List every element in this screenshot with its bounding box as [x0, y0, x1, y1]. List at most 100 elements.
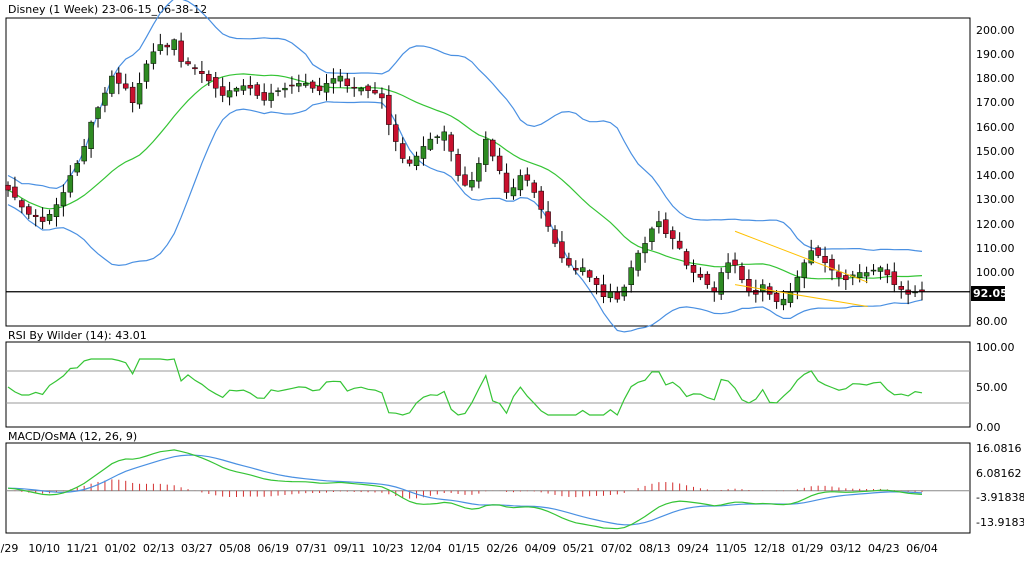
rsi-y-tick: 50.00 [976, 381, 1008, 394]
candle-body [122, 83, 129, 89]
candle-body [226, 90, 233, 98]
x-axis-label: 08/13 [639, 542, 671, 555]
candle-body [462, 174, 468, 186]
candle-body [5, 184, 11, 191]
candle-body [552, 229, 558, 244]
candle-body [212, 77, 219, 89]
wedge-upper-line [734, 230, 868, 283]
x-axis-label: 11/05 [715, 542, 747, 555]
candle-body [330, 78, 337, 84]
candle-body [469, 180, 475, 188]
candle-body [669, 230, 676, 239]
candle-body [351, 86, 357, 89]
candle-body [856, 272, 863, 279]
candle-body [323, 83, 330, 93]
candle-body [129, 86, 136, 104]
candle-body [261, 92, 267, 101]
candle-body [718, 272, 724, 295]
x-axis-labels: 8/29 10/10 11/21 01/02 02/13 03/27 05/08 06/19 0… [0, 542, 938, 555]
x-axis-label: 07/31 [295, 542, 327, 555]
macd-y-tick: 16.0816 [976, 442, 1022, 455]
candle-body [67, 175, 74, 193]
candle-body [60, 192, 67, 207]
candle-body [586, 270, 593, 278]
macd-title: MACD/OsMA (12, 26, 9) [8, 430, 137, 443]
candle-body [46, 214, 53, 221]
x-axis-label: 05/21 [563, 542, 595, 555]
x-axis-label: 12/04 [410, 542, 442, 555]
candle-body [268, 92, 274, 101]
candle-body [524, 174, 531, 181]
x-axis-label: 07/02 [601, 542, 633, 555]
main-panel [5, 17, 971, 327]
candle-body [386, 94, 392, 125]
rsi-line [7, 358, 923, 416]
candle-body [690, 265, 697, 273]
candle-body [503, 172, 510, 193]
last-price-tag [971, 286, 1005, 301]
candle-body [12, 186, 18, 198]
candle-body [150, 51, 157, 64]
candle-body [538, 190, 544, 210]
candle-body [566, 258, 572, 266]
candle-body [545, 211, 551, 227]
candle-body [399, 143, 406, 159]
x-axis-label: 10/23 [372, 542, 404, 555]
candle-body [649, 228, 655, 242]
candle-body [178, 40, 184, 62]
candle-body [240, 85, 247, 91]
main-y-tick: 110.00 [976, 242, 1015, 255]
main-y-tick: 150.00 [976, 145, 1015, 158]
candle-body [39, 216, 46, 222]
candle-body [843, 275, 849, 281]
candle-body [600, 284, 607, 297]
candle-body [185, 61, 191, 65]
x-axis-label: 09/24 [677, 542, 709, 555]
macd-y-tick: -13.9183 [976, 516, 1024, 529]
candle-body [81, 146, 87, 162]
candle-body [102, 92, 108, 106]
x-axis-label: 02/26 [486, 542, 518, 555]
candle-body [489, 139, 496, 157]
x-axis-label: 01/02 [105, 542, 137, 555]
candle-body [379, 93, 385, 99]
candle-body [143, 63, 150, 82]
main-y-tick: 180.00 [976, 72, 1015, 85]
x-axis-label: 01/29 [792, 542, 824, 555]
candle-body [455, 154, 461, 176]
main-y-tick: 100.00 [976, 266, 1015, 279]
candle-body [808, 250, 814, 264]
candle-body [579, 267, 586, 272]
candle-body [275, 90, 281, 92]
x-axis-label: 01/15 [448, 542, 480, 555]
rsi-y-tick: 100.00 [976, 341, 1015, 354]
rsi-y-tick: 0.00 [976, 421, 1001, 434]
main-y-tick: 140.00 [976, 169, 1015, 182]
candle-body [448, 134, 454, 152]
candle-body [628, 267, 634, 286]
x-axis-label: 04/09 [524, 542, 556, 555]
candle-body [877, 267, 884, 272]
candle-body [95, 107, 101, 119]
candle-body [26, 206, 32, 215]
x-axis-label: 10/10 [28, 542, 60, 555]
candle-body [365, 85, 371, 91]
candle-body [683, 251, 690, 266]
candle-body [316, 85, 323, 91]
candle-body [406, 159, 413, 164]
lower-band-line [7, 101, 923, 333]
candle-body [109, 75, 115, 94]
candle-body [780, 298, 787, 306]
candle-body [891, 271, 898, 285]
candle-body [309, 81, 316, 89]
candle-body [870, 269, 877, 272]
candle-body [483, 138, 489, 165]
x-axis-label: 06/19 [257, 542, 289, 555]
candle-body [289, 84, 295, 87]
x-axis-label: 02/13 [143, 542, 175, 555]
candle-body [510, 187, 517, 197]
candle-body [759, 284, 766, 292]
candle-body [32, 214, 39, 217]
candle-body [372, 89, 378, 94]
